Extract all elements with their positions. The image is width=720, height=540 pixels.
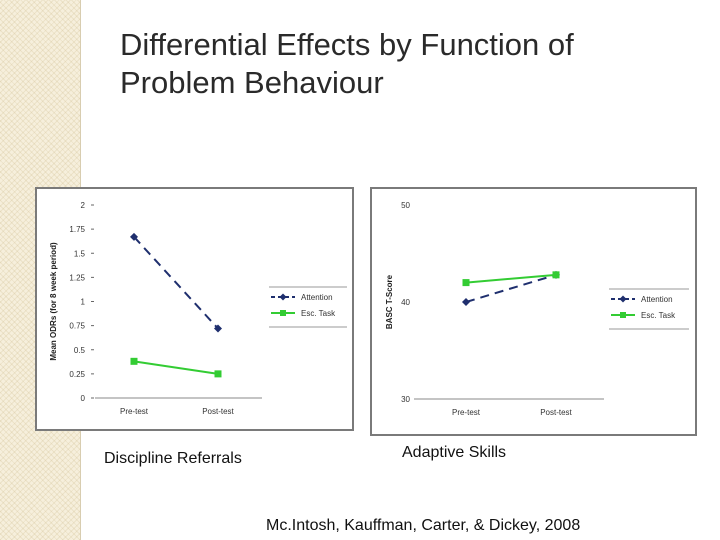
x-tick-label-post-test: Post-test: [202, 407, 234, 416]
caption-discipline-referrals: Discipline Referrals: [104, 450, 242, 467]
series-line-esc-task: [465, 273, 557, 284]
data-point-esc-task-post-test: [552, 271, 560, 279]
y-tick-label: 2: [81, 201, 86, 210]
y-tick-label: 50: [401, 201, 410, 210]
legend-label-attention: Attention: [641, 295, 673, 304]
y-tick-label: 0.75: [69, 322, 85, 331]
y-axis-label: BASC T-Score: [385, 274, 394, 329]
data-point-esc-task-pre-test: [462, 279, 470, 287]
x-tick-label-post-test: Post-test: [540, 408, 572, 417]
series-esc-task: [130, 357, 222, 378]
y-tick-label: 1: [81, 298, 86, 307]
legend-label-attention: Attention: [301, 293, 333, 302]
legend-label-esc-task: Esc. Task: [641, 311, 676, 320]
legend-marker-attention: [279, 293, 287, 301]
slide-title-line-2: Problem Behaviour: [120, 65, 384, 100]
series-esc-task: [462, 271, 560, 287]
legend-marker-attention: [619, 295, 627, 303]
series-line-attention: [465, 273, 557, 303]
y-tick-label: 0.25: [69, 370, 85, 379]
discipline-referrals-chart: 0 0.25 0.5 0.75 1 1.25 1.5 1.75 2 Mean ODRs (for …: [35, 187, 354, 431]
slide-title: Differential Effects by Function of Prob…: [120, 26, 680, 102]
y-tick-label: 30: [401, 395, 410, 404]
legend: Attention Esc. Task: [269, 286, 347, 328]
adaptive-skills-plot: 30 40 50 BASC T-Score Pre-test Post-test Atten…: [385, 201, 689, 417]
legend: Attention Esc. Task: [609, 288, 689, 330]
y-tick-label: 1.5: [74, 249, 86, 258]
series-line-esc-task: [133, 360, 219, 375]
data-point-attention-pre-test: [462, 298, 470, 306]
legend-marker-esc-task: [280, 310, 286, 316]
legend-label-esc-task: Esc. Task: [301, 309, 336, 318]
series-attention: [130, 232, 222, 333]
data-point-attention-pre-test: [130, 232, 138, 241]
y-axis-label: Mean ODRs (for 8 week period): [49, 242, 58, 361]
series-line-attention: [133, 236, 219, 330]
y-tick-label: 40: [401, 298, 410, 307]
y-tick-label: 1.75: [69, 225, 85, 234]
y-tick-label: 1.25: [69, 273, 85, 282]
data-point-attention-post-test: [214, 324, 222, 333]
slide-title-line-1: Differential Effects by Function of: [120, 27, 574, 62]
discipline-referrals-plot: 0 0.25 0.5 0.75 1 1.25 1.5 1.75 2 Mean ODRs (for …: [49, 201, 347, 416]
y-tick-label: 0.5: [74, 346, 86, 355]
y-tick-label: 0: [81, 394, 86, 403]
x-tick-label-pre-test: Pre-test: [452, 408, 481, 417]
data-point-esc-task-pre-test: [130, 357, 138, 365]
data-point-esc-task-post-test: [214, 370, 222, 378]
legend-marker-esc-task: [620, 312, 626, 318]
x-tick-label-pre-test: Pre-test: [120, 407, 149, 416]
caption-adaptive-skills: Adaptive Skills: [402, 444, 507, 461]
adaptive-skills-chart: 30 40 50 BASC T-Score Pre-test Post-test Atten…: [370, 187, 697, 436]
citation: Mc.Intosh, Kauffman, Carter, & Dickey, 2…: [266, 517, 581, 534]
